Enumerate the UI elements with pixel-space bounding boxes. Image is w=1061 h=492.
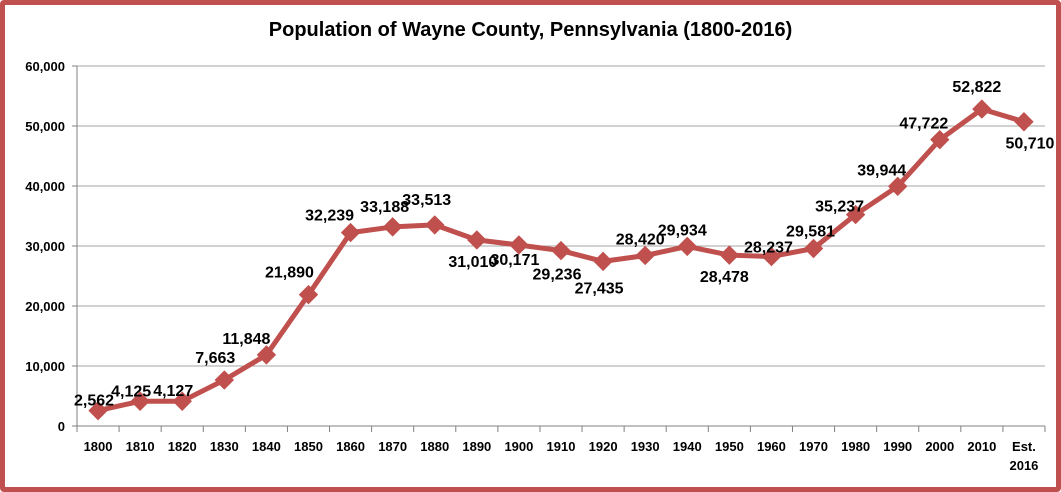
data-point-marker — [425, 215, 445, 235]
x-tick-label: 2010 — [967, 439, 996, 454]
y-tick-label: 40,000 — [25, 179, 65, 194]
data-label: 28,420 — [616, 231, 665, 248]
data-point-marker — [382, 217, 403, 237]
data-point-marker — [761, 246, 782, 267]
gridlines — [77, 65, 1045, 367]
x-tick-label: 2000 — [925, 439, 954, 454]
data-point-marker — [509, 235, 529, 255]
data-point-marker — [635, 245, 655, 266]
x-tick-label: 1950 — [715, 439, 744, 454]
x-tick-label: 1990 — [883, 439, 912, 454]
data-point-marker — [256, 345, 277, 365]
x-tick-label: 1910 — [547, 439, 576, 454]
x-tick-label: 1920 — [589, 439, 618, 454]
x-tick-label: Est. 2016 — [1009, 439, 1038, 473]
data-label: 11,848 — [222, 331, 270, 348]
data-label: 39,944 — [857, 162, 906, 179]
data-label: 33,513 — [402, 192, 451, 209]
data-point-marker — [88, 400, 108, 421]
data-label: 7,663 — [195, 350, 235, 367]
data-point-marker — [593, 251, 613, 272]
x-tick-label: 1930 — [631, 439, 660, 454]
y-tick-label: 20,000 — [25, 299, 65, 314]
data-label: 2,562 — [74, 393, 114, 410]
y-tick-label: 30,000 — [25, 239, 65, 254]
data-point-marker — [172, 391, 192, 411]
x-tick-label: 1860 — [336, 439, 365, 454]
data-label: 35,237 — [815, 199, 864, 216]
data-point-marker — [677, 236, 697, 257]
x-tick-label: 1980 — [841, 439, 870, 454]
x-tick-label: 1850 — [294, 439, 323, 454]
x-tick-label: 1820 — [168, 439, 197, 454]
data-point-marker — [972, 99, 992, 119]
data-point-marker — [930, 129, 950, 150]
x-axis-ticks: 1800 1810 1820 1830 1840 1850 1860 1870 1880 1890… — [84, 439, 1039, 473]
data-label: 52,822 — [952, 79, 1001, 96]
x-tick-label: 1870 — [378, 439, 407, 454]
data-point-marker — [719, 245, 740, 265]
data-label: 29,236 — [533, 267, 582, 284]
data-markers — [88, 99, 1034, 421]
data-label: 32,239 — [305, 208, 354, 225]
x-tick-label: 1900 — [504, 439, 533, 454]
y-tick-label: 0 — [58, 419, 65, 434]
data-label: 28,478 — [700, 269, 749, 286]
x-tick-label: 1960 — [757, 439, 786, 454]
data-label: 27,435 — [575, 280, 624, 297]
x-tick-label: 1840 — [252, 439, 281, 454]
data-label: 47,722 — [899, 116, 948, 133]
data-label: 29,934 — [658, 222, 707, 239]
data-point-marker — [467, 230, 487, 250]
data-point-marker — [130, 391, 150, 411]
data-point-marker — [845, 204, 866, 225]
x-tick-label: 1810 — [126, 439, 155, 454]
data-label: 50,710 — [1005, 136, 1054, 153]
data-point-marker — [551, 240, 571, 261]
x-tick-label: 1890 — [462, 439, 491, 454]
data-label: 28,237 — [744, 240, 793, 257]
y-tick-label: 50,000 — [25, 119, 65, 134]
data-label: 33,188 — [360, 199, 409, 216]
y-axis-ticks: 0 10,000 20,000 30,000 40,000 50,000 60,000 — [25, 59, 65, 434]
x-tick-label: 1880 — [420, 439, 449, 454]
x-tick-label: 1970 — [799, 439, 828, 454]
x-tick-label: 1940 — [673, 439, 702, 454]
y-tick-label: 60,000 — [25, 59, 65, 74]
y-tick-label: 10,000 — [25, 359, 65, 374]
data-point-marker — [340, 222, 361, 243]
data-label: 4,125 — [111, 383, 151, 400]
data-label: 4,127 — [153, 383, 193, 400]
data-point-marker — [887, 176, 908, 197]
axes — [72, 65, 1046, 432]
data-label: 29,581 — [786, 224, 835, 241]
data-label: 21,890 — [265, 265, 314, 282]
data-point-marker — [298, 284, 319, 305]
data-point-marker — [214, 370, 235, 390]
data-point-marker — [1014, 112, 1034, 132]
data-point-marker — [803, 238, 824, 259]
chart-title: Population of Wayne County, Pennsylvania… — [268, 19, 793, 41]
data-label: 30,171 — [490, 252, 539, 269]
x-tick-label: 1830 — [210, 439, 239, 454]
x-tick-label: 1800 — [84, 439, 113, 454]
data-label: 31,010 — [448, 254, 497, 271]
